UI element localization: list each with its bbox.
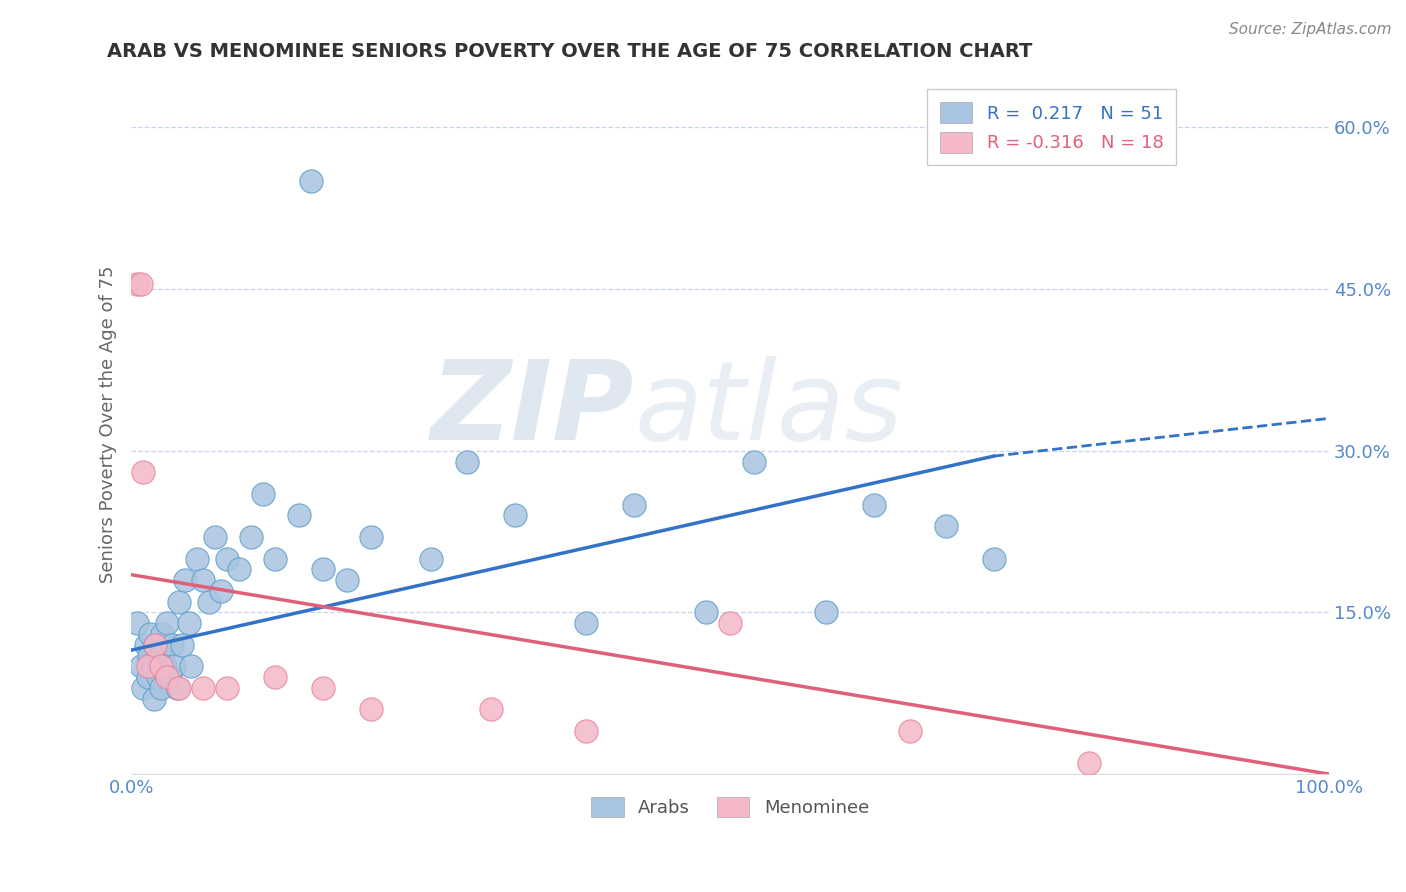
Point [288, 508, 311, 523]
Point [623, 498, 645, 512]
Point [240, 530, 263, 544]
Point [150, 681, 173, 695]
Point [143, 691, 166, 706]
Text: ARAB VS MENOMINEE SENIORS POVERTY OVER THE AGE OF 75 CORRELATION CHART: ARAB VS MENOMINEE SENIORS POVERTY OVER T… [107, 42, 1032, 61]
Point [156, 670, 179, 684]
Point [177, 616, 200, 631]
Point [132, 681, 155, 695]
Point [264, 551, 287, 566]
Legend: Arabs, Menominee: Arabs, Menominee [583, 789, 876, 825]
Point [135, 638, 157, 652]
Point [217, 681, 239, 695]
Point [204, 530, 226, 544]
Point [159, 670, 181, 684]
Point [186, 551, 208, 566]
Point [360, 702, 382, 716]
Point [718, 616, 741, 631]
Point [264, 670, 287, 684]
Point [191, 681, 214, 695]
Point [167, 594, 190, 608]
Y-axis label: Seniors Poverty Over the Age of 75: Seniors Poverty Over the Age of 75 [100, 265, 117, 582]
Point [742, 454, 765, 468]
Point [209, 583, 232, 598]
Point [336, 573, 359, 587]
Point [863, 498, 886, 512]
Point [136, 659, 159, 673]
Point [456, 454, 478, 468]
Point [695, 606, 717, 620]
Point [142, 659, 165, 673]
Point [191, 573, 214, 587]
Point [228, 562, 250, 576]
Point [127, 616, 149, 631]
Point [983, 551, 1005, 566]
Point [575, 724, 598, 739]
Point [150, 627, 173, 641]
Point [198, 594, 221, 608]
Point [167, 681, 190, 695]
Point [479, 702, 502, 716]
Point [138, 648, 160, 663]
Point [252, 487, 274, 501]
Point [129, 277, 152, 291]
Point [163, 659, 186, 673]
Point [146, 670, 169, 684]
Point [312, 681, 335, 695]
Point [132, 465, 155, 479]
Point [127, 277, 149, 291]
Point [143, 638, 166, 652]
Point [136, 670, 159, 684]
Point [153, 659, 176, 673]
Point [129, 659, 152, 673]
Point [503, 508, 526, 523]
Point [174, 573, 197, 587]
Point [170, 638, 193, 652]
Point [160, 638, 183, 652]
Text: Source: ZipAtlas.com: Source: ZipAtlas.com [1229, 22, 1392, 37]
Text: ZIP: ZIP [430, 356, 634, 463]
Point [149, 648, 172, 663]
Point [814, 606, 837, 620]
Point [575, 616, 598, 631]
Point [312, 562, 335, 576]
Point [360, 530, 382, 544]
Text: atlas: atlas [634, 356, 903, 463]
Point [299, 174, 322, 188]
Point [150, 659, 173, 673]
Point [935, 519, 957, 533]
Point [156, 616, 179, 631]
Point [419, 551, 441, 566]
Point [166, 681, 188, 695]
Point [898, 724, 921, 739]
Point [180, 659, 202, 673]
Point [143, 638, 166, 652]
Point [139, 627, 162, 641]
Point [1078, 756, 1101, 771]
Point [217, 551, 239, 566]
